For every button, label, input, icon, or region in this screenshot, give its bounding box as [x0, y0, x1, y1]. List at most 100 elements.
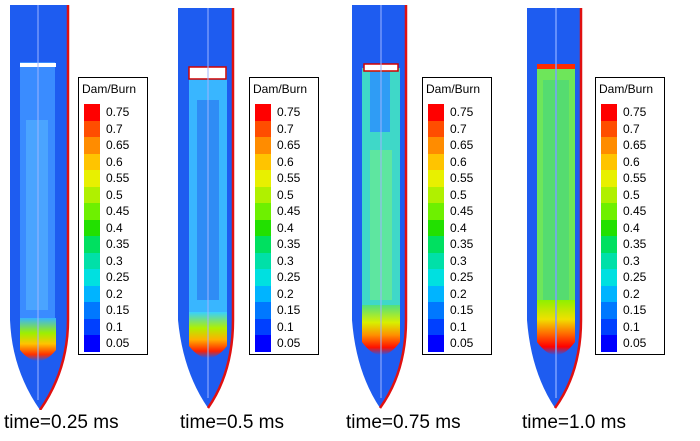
legend-level-label: 0.1: [106, 319, 123, 334]
projectile-edge: [553, 8, 583, 409]
legend-swatch: [601, 170, 617, 187]
damage-upper-band: [370, 72, 390, 132]
legend-level-label: 0.45: [277, 204, 301, 218]
legend-swatch: [84, 285, 100, 303]
color-legend: Dam/Burn 0.75 0.7 0.65 0.6 0.55 0.5 0.45 0.4 0.3…: [78, 77, 148, 355]
legend-swatch: [255, 335, 271, 352]
legend-swatch: [601, 104, 617, 121]
legend-swatch: [428, 318, 444, 336]
legend-swatch: [255, 285, 271, 303]
legend-swatch: [84, 219, 100, 237]
legend-swatch: [428, 236, 444, 253]
legend-swatch: [255, 219, 271, 237]
legend-swatch: [255, 203, 271, 220]
legend-swatch: [428, 120, 444, 138]
legend-level-label: 0.2: [106, 286, 123, 301]
legend-level-label: 0.2: [277, 286, 294, 301]
legend-swatch: [601, 203, 617, 220]
legend-swatch: [601, 137, 617, 154]
legend-level-label: 0.25: [623, 270, 647, 284]
legend-swatch: [84, 302, 100, 319]
legend-level-label: 0.3: [450, 253, 467, 268]
legend-level-label: 0.75: [277, 105, 301, 119]
legend-level-label: 0.65: [277, 138, 301, 152]
legend-level-label: 0.55: [106, 171, 130, 185]
legend-swatch: [601, 252, 617, 270]
legend-swatch: [428, 302, 444, 319]
legend-swatch: [428, 219, 444, 237]
legend-level-label: 0.35: [277, 237, 301, 251]
legend-swatch: [255, 120, 271, 138]
legend-level-label: 0.75: [623, 105, 647, 119]
legend-level-label: 0.45: [106, 204, 130, 218]
legend-swatch: [601, 285, 617, 303]
legend-swatch: [428, 170, 444, 187]
legend-level-label: 0.15: [277, 303, 301, 317]
legend-level-label: 0.4: [450, 220, 467, 235]
legend-level-label: 0.05: [450, 336, 474, 350]
legend-title: Dam/Burn: [82, 82, 137, 96]
projectile-edge: [378, 5, 408, 409]
legend-swatch: [255, 236, 271, 253]
legend-level-label: 0.05: [277, 336, 301, 350]
projectile-contour-plot: [10, 5, 70, 410]
legend-level-label: 0.6: [106, 154, 123, 169]
time-caption: time=0.25 ms: [4, 412, 119, 433]
legend-level-label: 0.55: [277, 171, 301, 185]
projectile-edge: [206, 8, 235, 409]
color-legend: Dam/Burn 0.75 0.7 0.65 0.6 0.55 0.5 0.45 0.4 0.3…: [595, 77, 665, 355]
projectile-edge: [38, 5, 70, 410]
legend-level-label: 0.3: [277, 253, 294, 268]
legend-level-label: 0.45: [450, 204, 474, 218]
legend-level-label: 0.2: [450, 286, 467, 301]
legend-level-label: 0.35: [450, 237, 474, 251]
legend-level-label: 0.65: [450, 138, 474, 152]
panel-time-0-5: Dam/Burn 0.75 0.7 0.65 0.6 0.55 0.5 0.45 0.4 0.3…: [175, 0, 350, 441]
time-caption: time=0.5 ms: [180, 412, 285, 433]
legend-swatch: [601, 153, 617, 171]
legend-swatch: [84, 186, 100, 204]
legend-level-label: 0.05: [623, 336, 647, 350]
legend-level-label: 0.25: [106, 270, 130, 284]
legend-swatch: [601, 302, 617, 319]
legend-level-label: 0.15: [450, 303, 474, 317]
legend-level-label: 0.65: [623, 138, 647, 152]
time-caption: time=1.0 ms: [522, 412, 627, 433]
legend-level-label: 0.55: [623, 171, 647, 185]
legend-swatch: [255, 269, 271, 286]
legend-level-label: 0.3: [623, 253, 640, 268]
legend-swatch: [84, 137, 100, 154]
legend-swatch: [255, 153, 271, 171]
damage-inner-band: [26, 120, 48, 310]
legend-level-label: 0.45: [623, 204, 647, 218]
legend-swatch: [84, 318, 100, 336]
legend-swatch: [601, 269, 617, 286]
legend-level-label: 0.4: [277, 220, 294, 235]
legend-swatch: [428, 285, 444, 303]
legend-level-label: 0.4: [623, 220, 640, 235]
legend-level-label: 0.1: [450, 319, 467, 334]
legend-swatch: [84, 203, 100, 220]
legend-swatch: [428, 186, 444, 204]
projectile-contour-plot: [178, 8, 235, 409]
color-legend: Dam/Burn 0.75 0.7 0.65 0.6 0.55 0.5 0.45 0.4 0.3…: [249, 77, 319, 355]
projectile-contour-plot: [352, 5, 408, 409]
legend-level-label: 0.35: [623, 237, 647, 251]
legend-level-label: 0.7: [106, 121, 123, 136]
legend-swatch: [601, 186, 617, 204]
legend-swatch: [84, 269, 100, 286]
legend-level-label: 0.2: [623, 286, 640, 301]
legend-level-label: 0.3: [106, 253, 123, 268]
legend-level-label: 0.5: [450, 187, 467, 202]
legend-swatch: [428, 335, 444, 352]
panel-time-0-25: Dam/Burn 0.75 0.7 0.65 0.6 0.55 0.5 0.45 0.4 0.3…: [0, 0, 175, 441]
legend-swatch: [255, 104, 271, 121]
projectile-contour-plot: [527, 8, 583, 409]
legend-swatch: [428, 269, 444, 286]
legend-level-label: 0.6: [450, 154, 467, 169]
legend-swatch: [428, 203, 444, 220]
legend-level-label: 0.5: [106, 187, 123, 202]
legend-swatch: [255, 137, 271, 154]
legend-swatch: [428, 153, 444, 171]
